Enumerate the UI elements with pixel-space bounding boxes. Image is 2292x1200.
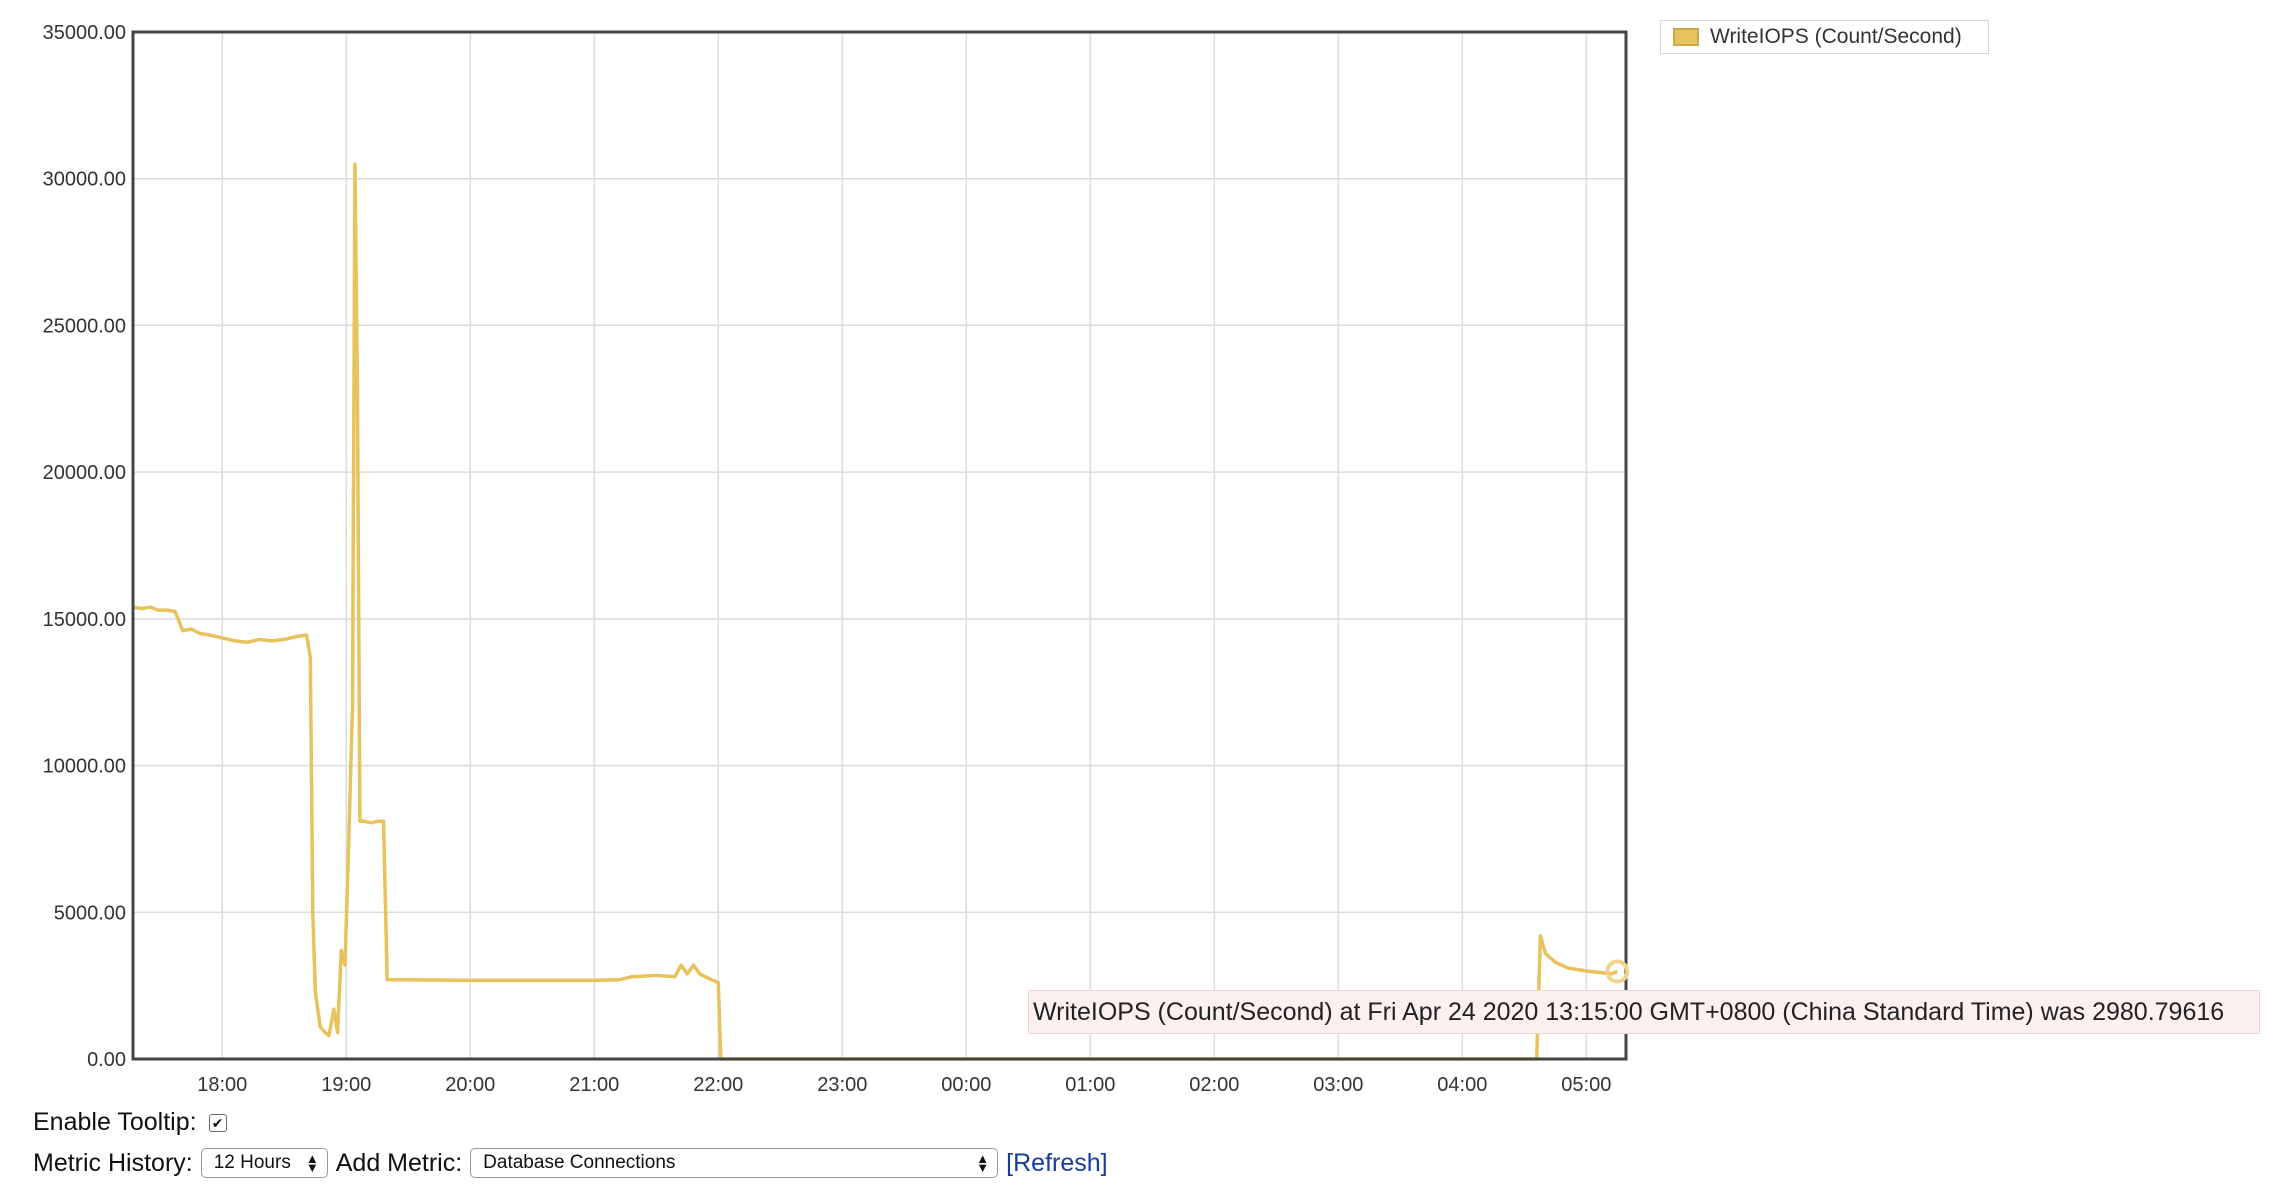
chart-grid <box>133 31 1626 1060</box>
legend-swatch <box>1673 28 1699 46</box>
refresh-link[interactable]: [Refresh] <box>1006 1148 1108 1177</box>
y-tick-label: 30000.00 <box>43 169 126 191</box>
legend-label: WriteIOPS (Count/Second) <box>1710 25 1962 48</box>
series-layer <box>132 162 1618 1061</box>
x-tick-label: 04:00 <box>1437 1074 1487 1096</box>
y-tick-label: 0.00 <box>87 1049 126 1071</box>
select-arrows-icon: ▲ ▼ <box>305 1150 319 1175</box>
x-tick-label: 18:00 <box>197 1074 247 1096</box>
highlight-point-marker <box>1605 959 1630 984</box>
x-tick-label: 20:00 <box>445 1074 495 1096</box>
metric-history-value: 12 Hours <box>213 1152 291 1173</box>
select-arrows-icon: ▲ ▼ <box>976 1150 990 1175</box>
enable-tooltip-label: Enable Tooltip: <box>33 1108 197 1136</box>
y-tick-label: 25000.00 <box>43 315 126 337</box>
tooltip-toggle-row: Enable Tooltip: ✔ <box>33 1108 227 1137</box>
x-tick-label: 21:00 <box>569 1074 619 1096</box>
y-tick-label: 35000.00 <box>43 22 126 44</box>
legend: WriteIOPS (Count/Second) <box>1660 20 1989 54</box>
y-tick-label: 15000.00 <box>43 609 126 631</box>
metric-history-label: Metric History: <box>33 1148 193 1177</box>
x-tick-label: 03:00 <box>1313 1074 1363 1096</box>
x-tick-label: 23:00 <box>817 1074 867 1096</box>
x-tick-label: 02:00 <box>1189 1074 1239 1096</box>
y-tick-label: 5000.00 <box>54 902 126 924</box>
y-axis-ticks: 0.00 5000.00 10000.00 15000.00 20000.00 25000… <box>43 22 126 1071</box>
y-tick-label: 10000.00 <box>43 756 126 778</box>
metric-history-select[interactable]: 12 Hours ▲ ▼ <box>200 1148 328 1178</box>
x-tick-label: 01:00 <box>1065 1074 1115 1096</box>
x-tick-label: 05:00 <box>1561 1074 1611 1096</box>
x-tick-label: 22:00 <box>693 1074 743 1096</box>
x-tick-label: 19:00 <box>321 1074 371 1096</box>
enable-tooltip-checkbox[interactable]: ✔ <box>208 1113 227 1132</box>
add-metric-label: Add Metric: <box>335 1148 463 1177</box>
metric-controls-row: Metric History: 12 Hours ▲ ▼ Add Metric: … <box>33 1148 1108 1178</box>
plot-frame <box>131 30 1628 1061</box>
add-metric-value: Database Connections <box>483 1152 676 1173</box>
highlight-layer <box>1605 959 1630 984</box>
x-tick-label: 00:00 <box>941 1074 991 1096</box>
y-tick-label: 20000.00 <box>43 462 126 484</box>
series-line <box>132 162 1618 1061</box>
x-axis-ticks: 18:00 19:00 20:00 21:00 22:00 23:00 00:00 01:00… <box>197 1074 1611 1096</box>
chart-tooltip: WriteIOPS (Count/Second) at Fri Apr 24 2… <box>1028 990 2260 1034</box>
add-metric-select[interactable]: Database Connections ▲ ▼ <box>470 1148 999 1178</box>
tooltip-text: WriteIOPS (Count/Second) at Fri Apr 24 2… <box>1033 997 2225 1026</box>
